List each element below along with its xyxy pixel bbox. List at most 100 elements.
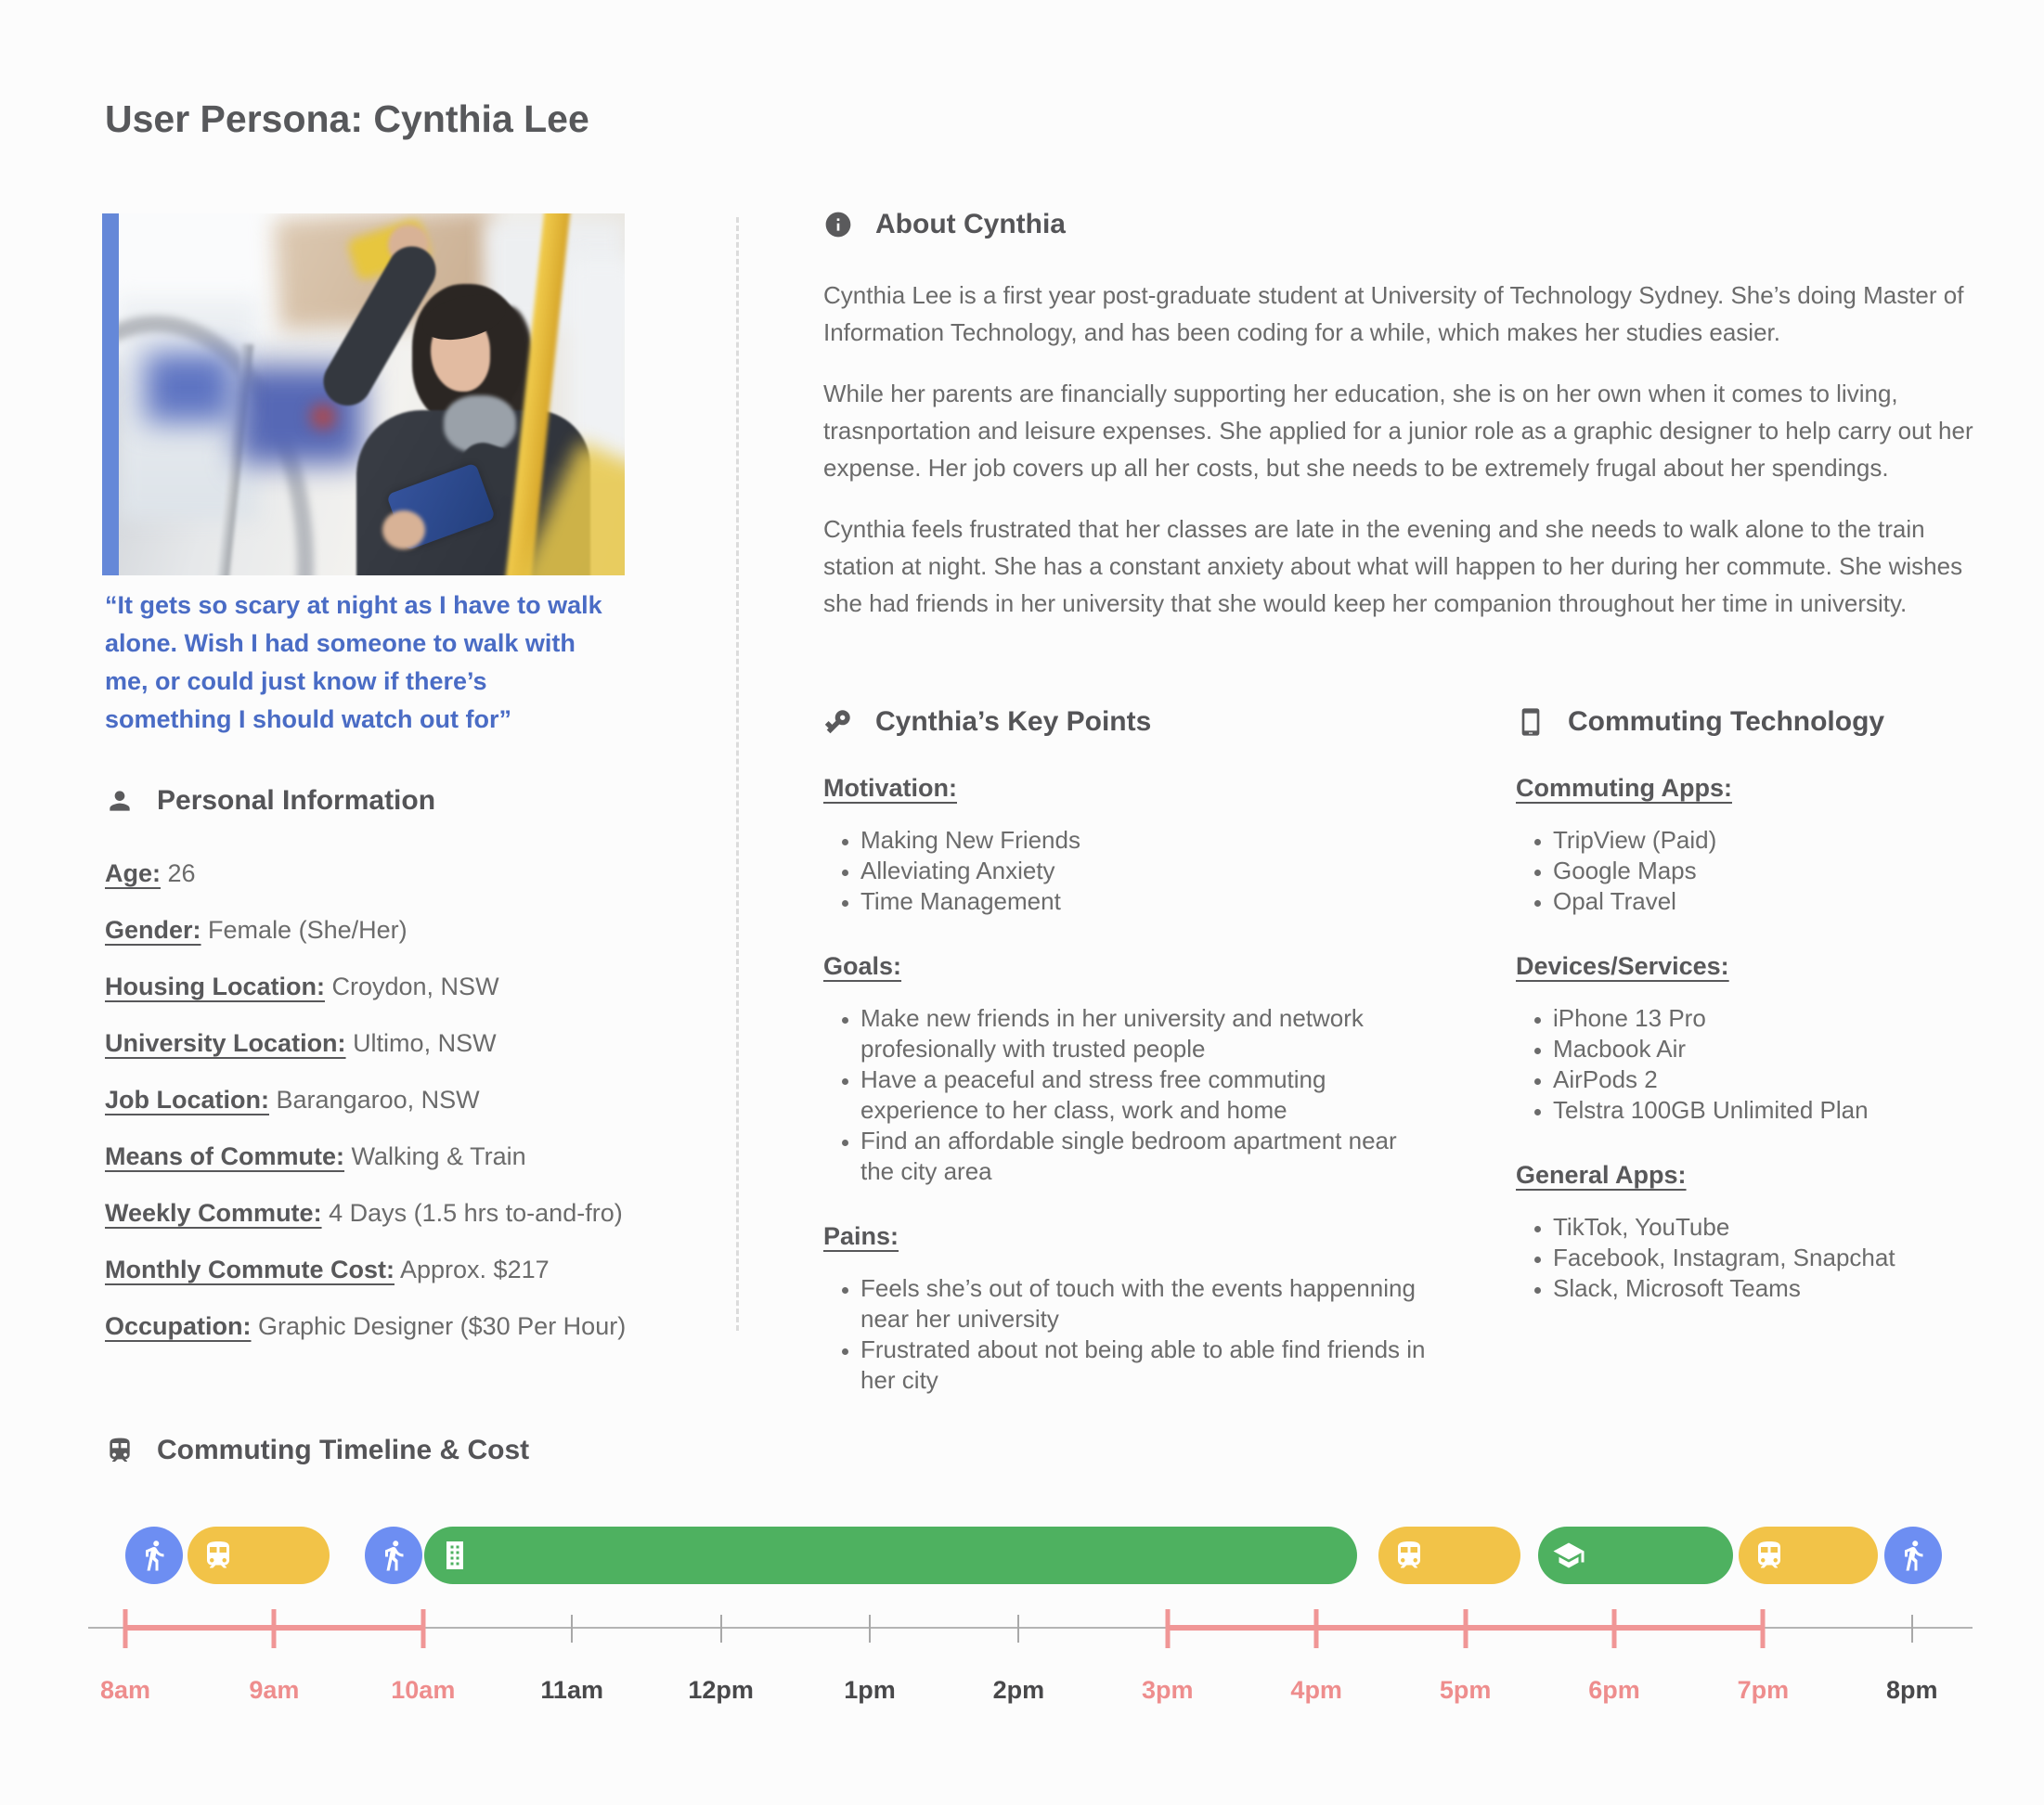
bullet-item: Opal Travel: [1553, 886, 2044, 917]
page-title: User Persona: Cynthia Lee: [105, 97, 589, 140]
bullet-item: Alleviating Anxiety: [860, 856, 1436, 886]
timeline-tick: [1463, 1609, 1468, 1648]
scene-blue-panel-2: [145, 353, 233, 422]
personal-field: Gender: Female (She/Her): [105, 917, 680, 943]
field-value: Barangaroo, NSW: [276, 1086, 480, 1114]
train-icon: [1398, 1541, 1420, 1568]
timeline-segment-work: [424, 1527, 1357, 1584]
timeline-tick-label: 3pm: [1142, 1676, 1194, 1704]
field-value: Walking & Train: [351, 1142, 526, 1170]
timeline-tick-label: 2pm: [992, 1676, 1045, 1704]
timeline-tick: [869, 1615, 871, 1643]
field-value: Female (She/Her): [208, 916, 408, 944]
group-label: General Apps:: [1516, 1161, 1687, 1189]
bullet-list: TikTok, YouTubeFacebook, Instagram, Snap…: [1516, 1212, 2044, 1304]
key-points-groups: Motivation: Making New FriendsAlleviatin…: [823, 774, 1436, 1396]
bullet-item: Have a peaceful and stress free commutin…: [860, 1064, 1436, 1126]
personal-field: Weekly Commute: 4 Days (1.5 hrs to-and-f…: [105, 1200, 680, 1226]
group-label: Pains:: [823, 1222, 899, 1250]
about-paragraph: Cynthia feels frustrated that her classe…: [823, 515, 1963, 617]
bullet-item: AirPods 2: [1553, 1064, 2044, 1095]
timeline-segment-walk: [365, 1527, 422, 1584]
timeline-tick: [1760, 1609, 1766, 1648]
bullet-list: iPhone 13 ProMacbook AirAirPods 2Telstra…: [1516, 1003, 2044, 1126]
about-section: About Cynthia Cynthia Lee is a first yea…: [823, 208, 1974, 646]
section-title: Cynthia’s Key Points: [875, 706, 1152, 737]
persona-phone-hand: [382, 510, 425, 549]
column-divider: [736, 217, 739, 1331]
bullet-item: Facebook, Instagram, Snapchat: [1553, 1243, 2044, 1273]
bullet-item: Slack, Microsoft Teams: [1553, 1273, 2044, 1304]
timeline-segment-walk: [1884, 1527, 1942, 1584]
quote-line: alone. Wish I had someone to walk with: [105, 629, 576, 657]
timeline-tick-label: 5pm: [1439, 1676, 1492, 1704]
timeline-segment-train: [188, 1527, 330, 1584]
timeline-tick: [1611, 1609, 1617, 1648]
timeline-tick-label: 8am: [99, 1676, 151, 1704]
field-value: Ultimo, NSW: [353, 1029, 497, 1057]
quote-line: “It gets so scary at night as I have to …: [105, 591, 602, 619]
personal-field: Means of Commute: Walking & Train: [105, 1143, 680, 1169]
timeline-segment-train: [1378, 1527, 1520, 1584]
bullet-item: Time Management: [860, 886, 1436, 917]
walk-icon: [385, 1541, 404, 1571]
person-icon: [110, 791, 130, 811]
timeline-axis: [88, 1627, 1973, 1629]
personal-field: Monthly Commute Cost: Approx. $217: [105, 1257, 680, 1283]
building-icon: [446, 1541, 463, 1569]
axis-highlight-segment: [125, 1625, 423, 1631]
field-value: 26: [167, 859, 196, 887]
timeline-tick-label: 7pm: [1737, 1676, 1790, 1704]
personal-information-heading: Personal Information: [105, 784, 680, 818]
group-label: Commuting Apps:: [1516, 774, 1732, 802]
tech-group: Commuting Apps: TripView (Paid)Google Ma…: [1516, 774, 2044, 917]
bullet-item: TripView (Paid): [1553, 825, 2044, 856]
tech-group: General Apps: TikTok, YouTubeFacebook, I…: [1516, 1161, 2044, 1304]
timeline-tick: [123, 1609, 128, 1648]
field-value: 4 Days (1.5 hrs to-and-fro): [329, 1199, 623, 1227]
train-interior-photo: [119, 213, 625, 575]
points-group: Pains: Feels she’s out of touch with the…: [823, 1222, 1436, 1396]
scene-red-detail: [310, 404, 336, 430]
field-value: Graphic Designer ($30 Per Hour): [258, 1312, 627, 1340]
bullet-list: Feels she’s out of touch with the events…: [823, 1273, 1436, 1396]
field-label: Weekly Commute:: [105, 1199, 322, 1227]
group-label: Goals:: [823, 952, 902, 980]
timeline-segment-train: [1739, 1527, 1878, 1584]
timeline-tick-label: 10am: [391, 1676, 456, 1704]
bullet-list: TripView (Paid)Google MapsOpal Travel: [1516, 825, 2044, 917]
personal-fields: Age: 26 Gender: Female (She/Her) Housing…: [105, 860, 680, 1339]
bullet-item: Making New Friends: [860, 825, 1436, 856]
bullet-list: Make new friends in her university and n…: [823, 1003, 1436, 1187]
field-label: Monthly Commute Cost:: [105, 1256, 395, 1283]
personal-field: Age: 26: [105, 860, 680, 886]
school-icon: [1553, 1542, 1585, 1568]
field-label: Age:: [105, 859, 161, 887]
info-icon: [825, 212, 851, 238]
section-title: About Cynthia: [875, 209, 1066, 239]
timeline-tick-label: 9am: [249, 1676, 300, 1704]
about-heading: About Cynthia: [823, 208, 1974, 241]
about-paragraph: Cynthia Lee is a first year post-graduat…: [823, 281, 1964, 346]
timeline-tick: [1313, 1609, 1319, 1648]
personal-field: Housing Location: Croydon, NSW: [105, 973, 680, 999]
timeline-tick-label: 11am: [540, 1676, 603, 1704]
train-icon: [207, 1541, 229, 1568]
quote-line: me, or could just know if there’s: [105, 667, 487, 695]
walk-icon: [146, 1541, 164, 1571]
section-title: Commuting Technology: [1568, 706, 1885, 737]
timeline-tick-label: 8pm: [1886, 1676, 1938, 1704]
timeline-section-heading: Commuting Timeline & Cost: [105, 1434, 529, 1467]
smartphone-icon: [1521, 708, 1540, 736]
bullet-item: Macbook Air: [1553, 1034, 2044, 1064]
section-title: Personal Information: [157, 785, 436, 816]
timeline-tick-label: 4pm: [1290, 1676, 1342, 1704]
quote-line: something I should watch out for”: [105, 705, 511, 733]
field-label: Job Location:: [105, 1086, 269, 1114]
commuting-technology-section: Commuting Technology Commuting Apps: Tri…: [1516, 705, 2044, 1304]
timeline-tick-label: 1pm: [844, 1676, 896, 1704]
bullet-item: Feels she’s out of touch with the events…: [860, 1273, 1436, 1334]
bullet-item: Find an affordable single bedroom apartm…: [860, 1126, 1436, 1187]
commuting-tech-groups: Commuting Apps: TripView (Paid)Google Ma…: [1516, 774, 2044, 1304]
